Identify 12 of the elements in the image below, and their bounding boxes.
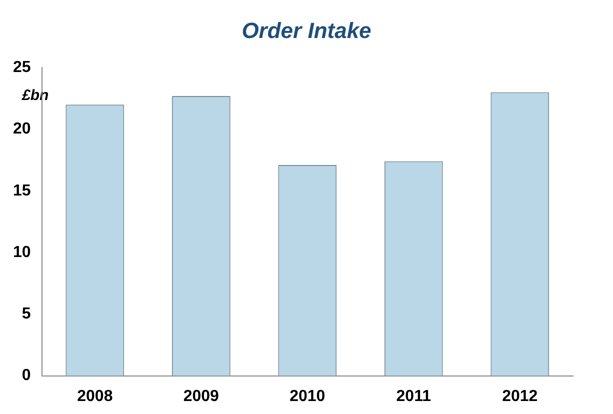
chart-title: Order Intake	[240, 18, 372, 44]
y-tick-label: 10	[13, 244, 31, 261]
y-tick-label: 15	[13, 182, 31, 200]
y-tick-label: 5	[22, 306, 31, 323]
x-tick-label: 2012	[502, 388, 538, 405]
y-tick-label: 25	[13, 59, 31, 76]
x-tick-label: 2011	[396, 388, 432, 405]
x-tick-label: 2010	[290, 388, 326, 405]
x-tick-label: 2008	[77, 388, 113, 405]
y-tick-label: 20	[13, 120, 31, 138]
x-tick-label: 2009	[183, 388, 220, 405]
y-tick-label: 0	[22, 367, 31, 384]
